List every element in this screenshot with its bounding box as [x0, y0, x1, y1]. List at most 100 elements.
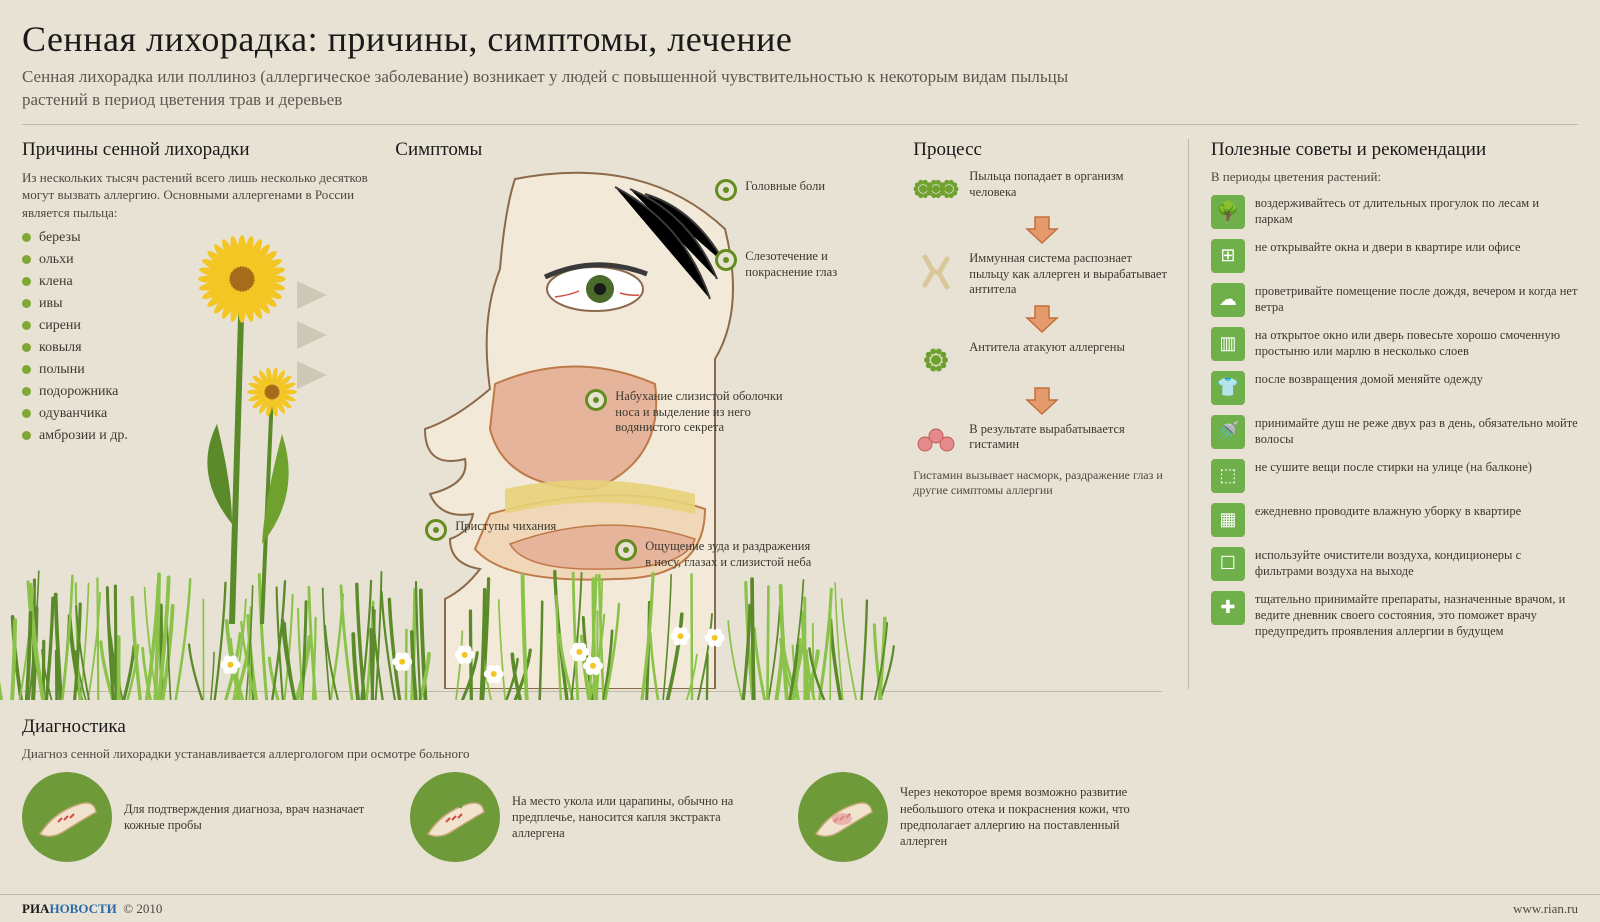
process-text: Антитела атакуют аллергены [969, 340, 1125, 356]
symptom-swelling: Набухание слизистой оболочки носа и выде… [585, 389, 785, 436]
antibody-icon [913, 251, 959, 295]
arm-icon [798, 772, 888, 862]
mop-icon: ▦ [1211, 503, 1245, 537]
process-step: Пыльца попадает в организм человека [913, 169, 1170, 209]
bullet-icon [22, 277, 31, 286]
tip-item: 🌳 воздерживайтесь от длительных прогулок … [1211, 195, 1578, 229]
process-step: Антитела атакуют аллергены [913, 340, 1170, 380]
plant-label: подорожника [39, 384, 118, 400]
bullet-icon [22, 387, 31, 396]
process-note: Гистамин вызывает насморк, раздражение г… [913, 468, 1170, 499]
ring-icon [585, 389, 607, 411]
diagnostic-step: На место укола или царапины, обычно на п… [410, 772, 774, 862]
pollen-icon [913, 169, 959, 209]
bullet-icon [22, 233, 31, 242]
process-text: Иммунная система распознает пыльцу как а… [969, 251, 1170, 298]
tip-text: на открытое окно или дверь повесьте хоро… [1255, 327, 1578, 360]
plant-item: одуванчика [22, 406, 377, 422]
ring-icon [615, 539, 637, 561]
causes-column: Причины сенной лихорадки Из нескольких т… [22, 139, 377, 689]
tip-item: 👕 после возвращения домой меняйте одежду [1211, 371, 1578, 405]
tree-icon: 🌳 [1211, 195, 1245, 229]
tip-text: не сушите вещи после стирки на улице (на… [1255, 459, 1532, 475]
attack-icon [913, 340, 959, 380]
plant-label: одуванчика [39, 406, 107, 422]
causes-heading: Причины сенной лихорадки [22, 139, 377, 161]
footer-url: www.rian.ru [1513, 901, 1578, 917]
plant-item: амброзии и др. [22, 428, 377, 444]
symptoms-heading: Симптомы [395, 139, 895, 161]
symptom-label: Приступы чихания [455, 519, 556, 535]
tip-text: используйте очистители воздуха, кондицио… [1255, 547, 1578, 580]
tip-item: ☐ используйте очистители воздуха, кондици… [1211, 547, 1578, 581]
bullet-icon [22, 431, 31, 440]
bullet-icon [22, 321, 31, 330]
ring-icon [425, 519, 447, 541]
tip-item: ⊞ не открывайте окна и двери в квартире и… [1211, 239, 1578, 273]
plant-label: ивы [39, 296, 63, 312]
diagnostics-intro: Диагноз сенной лихорадки устанавливается… [22, 746, 1162, 762]
plant-item: березы [22, 230, 377, 246]
tip-text: проветривайте помещение после дождя, веч… [1255, 283, 1578, 316]
bullet-icon [22, 409, 31, 418]
rain-icon: ☁ [1211, 283, 1245, 317]
causes-intro: Из нескольких тысяч растений всего лишь … [22, 169, 377, 222]
header-divider [22, 124, 1578, 125]
page-title: Сенная лихорадка: причины, симптомы, леч… [22, 18, 1578, 60]
tip-text: воздерживайтесь от длительных прогулок п… [1255, 195, 1578, 228]
plant-item: ольхи [22, 252, 377, 268]
diagnostics-heading: Диагностика [22, 716, 1162, 738]
symptom-label: Ощущение зуда и раздражения в носу, глаз… [645, 539, 815, 570]
diagnostic-text: На место укола или царапины, обычно на п… [512, 793, 774, 842]
plant-label: ольхи [39, 252, 74, 268]
plant-label: ковыля [39, 340, 82, 356]
window-icon: ⊞ [1211, 239, 1245, 273]
down-arrow-icon [913, 215, 1170, 245]
process-text: В результате вырабатывается гистамин [969, 422, 1170, 453]
plant-label: сирени [39, 318, 81, 334]
symptom-label: Слезотечение и покраснение глаз [745, 249, 895, 280]
tip-text: принимайте душ не реже двух раз в день, … [1255, 415, 1578, 448]
symptom-itching: Ощущение зуда и раздражения в носу, глаз… [615, 539, 815, 570]
symptom-tearing: Слезотечение и покраснение глаз [715, 249, 895, 280]
tips-column: Полезные советы и рекомендации В периоды… [1188, 139, 1578, 689]
arm-icon [410, 772, 500, 862]
tip-item: ✚ тщательно принимайте препараты, назначе… [1211, 591, 1578, 640]
page-subtitle: Сенная лихорадка или поллиноз (аллергиче… [22, 66, 1122, 112]
diagnostic-step: Для подтверждения диагноза, врач назнача… [22, 772, 386, 862]
process-step: Иммунная система распознает пыльцу как а… [913, 251, 1170, 298]
symptoms-column: Симптомы [395, 139, 895, 689]
ring-icon [715, 179, 737, 201]
face-diagram: Головные боли Слезотечение и покраснение … [395, 169, 895, 689]
shower-icon: 🚿 [1211, 415, 1245, 449]
process-step: В результате вырабатывается гистамин [913, 422, 1170, 462]
symptom-headache: Головные боли [715, 179, 825, 201]
pills-icon: ✚ [1211, 591, 1245, 625]
diagnostic-text: Через некоторое время возможно развитие … [900, 784, 1162, 849]
tip-item: ☁ проветривайте помещение после дождя, ве… [1211, 283, 1578, 317]
tip-text: тщательно принимайте препараты, назначен… [1255, 591, 1578, 640]
histamine-icon [913, 422, 959, 462]
tip-text: после возвращения домой меняйте одежду [1255, 371, 1483, 387]
symptom-label: Головные боли [745, 179, 825, 195]
laundry-icon: ⬚ [1211, 459, 1245, 493]
process-text: Пыльца попадает в организм человека [969, 169, 1170, 200]
tips-intro: В периоды цветения растений: [1211, 169, 1578, 185]
down-arrow-icon [913, 386, 1170, 416]
tip-text: не открывайте окна и двери в квартире ил… [1255, 239, 1521, 255]
bullet-icon [22, 343, 31, 352]
down-arrow-icon [913, 304, 1170, 334]
filter-icon: ☐ [1211, 547, 1245, 581]
tip-text: ежедневно проводите влажную уборку в ква… [1255, 503, 1521, 519]
bullet-icon [22, 255, 31, 264]
pollen-arrows [297, 269, 327, 401]
diagnostic-text: Для подтверждения диагноза, врач назнача… [124, 801, 386, 834]
curtain-icon: ▥ [1211, 327, 1245, 361]
process-heading: Процесс [913, 139, 1170, 161]
plant-label: клена [39, 274, 73, 290]
bullet-icon [22, 299, 31, 308]
tip-item: ▦ ежедневно проводите влажную уборку в кв… [1211, 503, 1578, 537]
plant-label: березы [39, 230, 80, 246]
arm-icon [22, 772, 112, 862]
shirt-icon: 👕 [1211, 371, 1245, 405]
